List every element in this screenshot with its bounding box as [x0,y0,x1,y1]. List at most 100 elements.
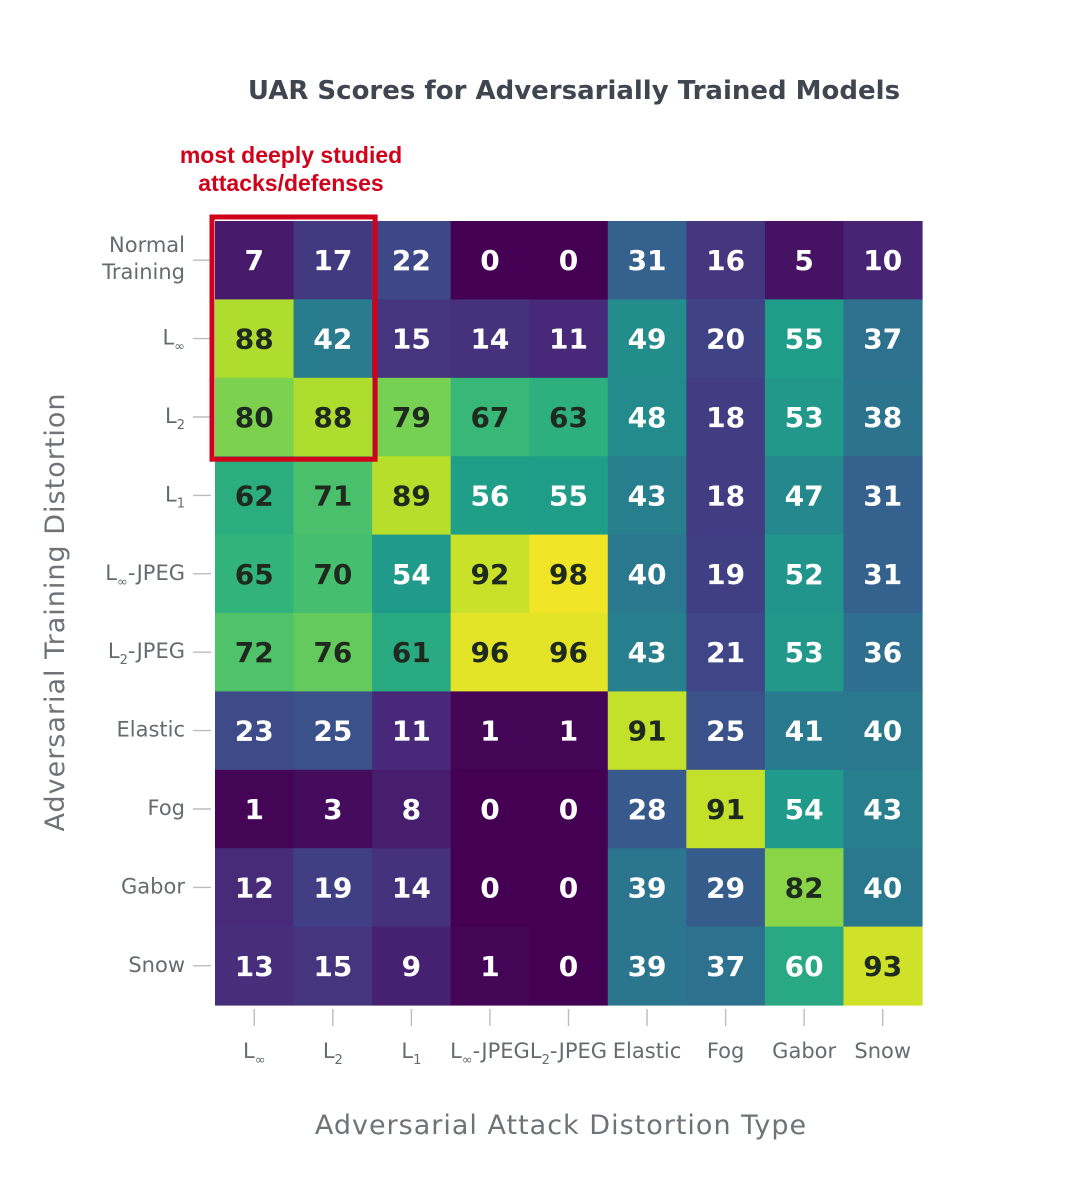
cell-value-label: 9 [402,950,421,983]
cell-value-label: 49 [628,323,667,356]
cell-value-label: 0 [480,871,499,904]
cell-value-label: 62 [235,479,274,512]
cell-value-label: 11 [549,323,588,356]
heatmap-cell [686,221,766,300]
cell-value-label: 14 [470,323,509,356]
x-tick-label: Elastic [613,1039,682,1063]
heatmap-cell [372,848,452,928]
cell-value-label: 63 [549,401,588,434]
cell-value-label: 17 [313,244,352,277]
cell-value-label: 8 [402,793,421,826]
cell-value-label: 1 [245,793,264,826]
cell-value-label: 89 [392,479,431,512]
heatmap-cell [843,769,923,849]
heatmap-cell [843,926,923,1006]
cell-value-label: 13 [235,950,274,983]
heatmap-cell [293,848,373,928]
cell-value-label: 65 [235,558,274,591]
cell-value-label: 0 [559,871,578,904]
cell-value-label: 36 [863,636,902,669]
heatmap-cell [372,221,452,300]
heatmap-cell [529,456,609,536]
heatmap-cell [372,926,452,1006]
heatmap-cell [764,534,845,614]
heatmap-cell [764,769,845,849]
cell-value-label: 0 [559,244,578,277]
x-tick-label: L∞-JPEG [450,1039,530,1068]
cell-value-label: 48 [628,401,667,434]
y-tick-label: L∞ [162,326,185,355]
heatmap-cell [372,769,452,849]
heatmap-cell [215,377,295,457]
cell-value-label: 40 [863,871,902,904]
cell-value-label: 31 [863,558,902,591]
heatmap-cell [686,377,766,457]
y-tick-label: Training [101,260,185,284]
cell-value-label: 88 [235,323,274,356]
heatmap-cell [529,299,609,379]
heatmap-cell [764,848,845,928]
cell-value-label: 96 [549,636,588,669]
heatmap-cell [372,299,452,379]
cell-value-label: 52 [785,558,824,591]
cell-value-label: 5 [794,244,813,277]
heatmap-cell [293,691,373,771]
cell-value-label: 31 [628,244,667,277]
cell-value-label: 39 [628,950,667,983]
heatmap-cell [686,769,766,849]
heatmap-cell [529,613,609,692]
heatmap-cell [450,691,530,771]
y-tick-label: Elastic [116,718,185,742]
heatmap-cell [293,769,373,849]
cell-value-label: 80 [235,401,274,434]
y-tick-label: L∞-JPEG [105,561,185,590]
heatmap-cell [686,299,766,379]
cell-value-label: 37 [863,323,902,356]
x-axis-label: Adversarial Attack Distortion Type [315,1110,807,1141]
heatmap-cell [293,221,373,300]
cell-value-label: 91 [628,715,667,748]
cell-value-label: 56 [470,479,509,512]
cell-value-label: 0 [559,793,578,826]
highlight-box [209,214,378,462]
heatmap-cell [686,613,766,692]
heatmap-cell [450,848,530,928]
y-tick-label: Normal [109,233,185,257]
cell-value-label: 53 [785,636,824,669]
heatmap-cell [764,456,845,536]
heatmap-cell [372,534,452,614]
cell-value-label: 47 [785,479,824,512]
heatmap-cell [764,691,845,771]
heatmap-cell [843,691,923,771]
heatmap-cell [607,926,687,1006]
heatmap-cell [764,377,845,457]
y-tick-label: Gabor [121,874,185,898]
cell-value-label: 0 [559,950,578,983]
cell-value-label: 28 [628,793,667,826]
cell-value-label: 43 [863,793,902,826]
heatmap-cell [607,769,687,849]
cell-value-label: 40 [628,558,667,591]
x-tick-label: Snow [854,1039,911,1063]
cell-value-label: 42 [313,323,352,356]
heatmap-cell [293,613,373,692]
cell-value-label: 18 [706,401,745,434]
heatmap-cell [764,299,845,379]
cell-value-label: 10 [863,244,902,277]
heatmap-cell [293,534,373,614]
heatmap-cell [843,613,923,692]
cell-value-label: 29 [706,871,745,904]
annotation-line-2: attacks/defenses [198,170,383,196]
heatmap-cell [215,926,295,1006]
cell-value-label: 43 [628,479,667,512]
highlight-annotation: most deeply studied attacks/defenses [180,142,402,196]
cell-value-label: 60 [785,950,824,983]
heatmap-cell [529,848,609,928]
x-tick-label: L2-JPEG [530,1039,607,1068]
cell-value-label: 96 [470,636,509,669]
heatmap-cell [843,848,923,928]
heatmap-cell [686,691,766,771]
cell-value-label: 20 [706,323,745,356]
heatmap-cell [450,534,530,614]
y-tick-label: L2 [165,404,185,433]
